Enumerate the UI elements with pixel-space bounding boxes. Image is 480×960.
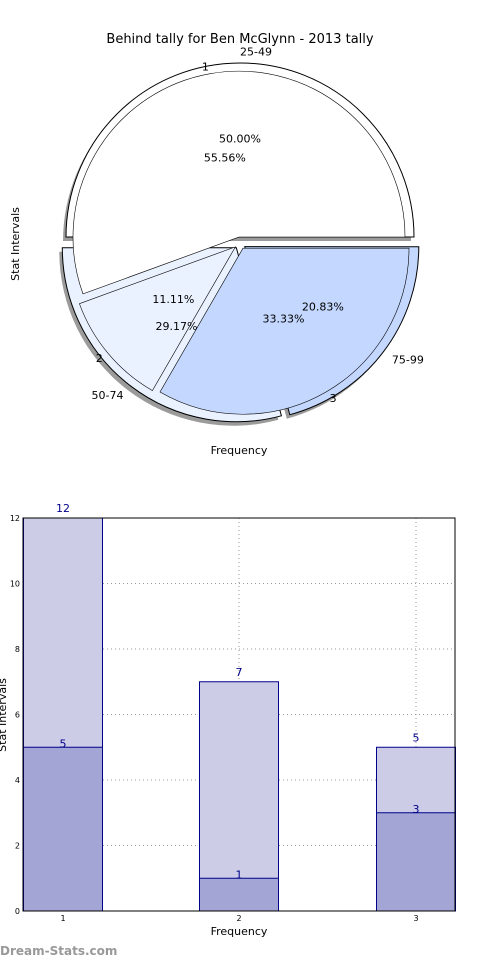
bar-xtick-1: 1	[60, 914, 65, 923]
bar-label-bottom-1: 5	[60, 737, 67, 750]
bar-ytick-2: 2	[15, 842, 20, 851]
pie-label-inner-3: 3	[330, 392, 337, 405]
bar-ytick-12: 12	[10, 514, 20, 523]
bar-label-top-2: 7	[236, 666, 243, 679]
pie-pct-inner-2: 11.11%	[152, 293, 194, 306]
pie-slice-inner-2	[79, 246, 237, 392]
bar-label-top-1: 12	[56, 502, 70, 515]
bar-ytick-10: 10	[10, 580, 20, 589]
bar-plot-frame	[22, 517, 456, 912]
pie-title: Behind tally for Ben McGlynn - 2013 tall…	[106, 32, 373, 47]
pie-xlabel: Frequency	[211, 444, 268, 457]
bar-ytick-0: 0	[15, 907, 20, 916]
bar-xlabel: Frequency	[211, 925, 268, 938]
pie-pct-50-74: 29.17%	[155, 320, 197, 333]
pie-slice-inner-3	[159, 247, 410, 415]
bar-bottom-2	[199, 877, 279, 912]
bar-bottom-3	[376, 812, 456, 912]
pie-slices	[61, 62, 420, 423]
pie-labels: 25-49 50.00% 50-74 29.17% 75-99 20.83% 1 55.56%…	[92, 46, 424, 406]
pie-pct-inner-3: 33.33%	[263, 312, 305, 325]
watermark: Dream-Stats.com	[0, 944, 117, 958]
pie-pct-25-49: 50.00%	[219, 133, 261, 146]
bar-ytick-4: 4	[15, 776, 20, 785]
pie-pct-75-99: 20.83%	[302, 301, 344, 314]
pie-label-inner-2: 2	[96, 352, 103, 365]
bar-xtick-3: 3	[413, 914, 418, 923]
bar-top-2	[199, 681, 279, 912]
pie-ylabel: Stat Intervals	[9, 207, 22, 281]
pie-label-75-99: 75-99	[392, 354, 424, 367]
bar-ylabel: Stat Intervals	[0, 678, 9, 752]
bar-label-bottom-2: 1	[236, 868, 243, 881]
bar-label-top-3: 5	[413, 731, 420, 744]
pie-chart: Behind tally for Ben McGlynn - 2013 tall…	[9, 32, 424, 457]
pie-slice-inner-1	[72, 70, 406, 295]
pie-label-25-49: 25-49	[240, 46, 272, 59]
pie-label-50-74: 50-74	[92, 389, 124, 402]
bar-ytick-8: 8	[15, 645, 20, 654]
bar-value-labels: 12 5 7 1 5 3	[56, 502, 420, 881]
bar-marks	[23, 517, 456, 912]
pie-pct-inner-1: 55.56%	[204, 151, 246, 164]
bar-label-bottom-3: 3	[413, 803, 420, 816]
pie-label-inner-1: 1	[202, 61, 209, 74]
bar-bottom-1	[23, 746, 103, 912]
bar-xtick-2: 2	[236, 914, 241, 923]
bar-ytick-6: 6	[15, 711, 20, 720]
